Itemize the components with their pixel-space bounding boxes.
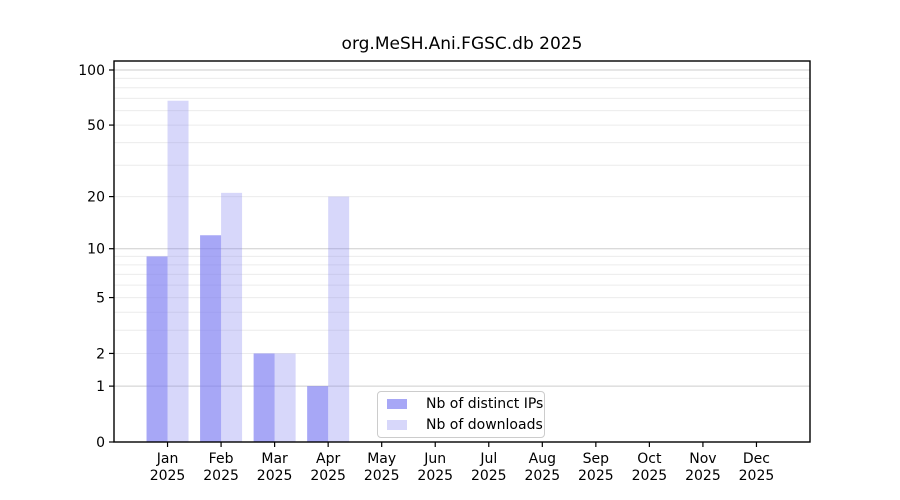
bar-downloads-feb: [221, 192, 243, 442]
x-tick-label-month: May: [367, 451, 396, 467]
bar-distinct-ips-jan: [146, 256, 168, 442]
x-tick-label-month: Feb: [209, 451, 234, 467]
y-tick-label: 10: [87, 242, 105, 258]
chart-title: org.MeSH.Ani.FGSC.db 2025: [341, 34, 583, 54]
y-tick-label: 50: [87, 118, 105, 134]
x-tick-label-year: 2025: [150, 468, 186, 484]
y-tick-label: 5: [96, 291, 105, 307]
x-tick-label-year: 2025: [203, 468, 239, 484]
bar-downloads-jan: [167, 100, 189, 442]
legend: Nb of distinct IPs Nb of downloads: [377, 391, 545, 438]
x-tick-label-year: 2025: [471, 468, 507, 484]
legend-label-downloads: Nb of downloads: [426, 416, 543, 433]
bar-downloads-apr: [328, 196, 350, 442]
x-tick-label-year: 2025: [257, 468, 293, 484]
x-tick-label-month: Jun: [423, 451, 446, 467]
x-tick-label-year: 2025: [578, 468, 614, 484]
y-tick-label: 20: [87, 190, 105, 206]
x-tick-label-year: 2025: [417, 468, 453, 484]
y-tick-label: 2: [96, 346, 105, 362]
axis-frame: [113, 60, 811, 443]
x-tick-label-month: Mar: [261, 451, 288, 467]
x-tick-label-year: 2025: [364, 468, 400, 484]
y-tick-label: 0: [96, 435, 105, 451]
x-tick-label-month: Sep: [583, 451, 610, 467]
x-tick-label-month: Aug: [529, 451, 556, 467]
legend-swatch-downloads: [387, 419, 407, 430]
x-tick-label-month: Apr: [316, 451, 340, 467]
y-tick-label: 100: [78, 63, 105, 79]
x-tick-label-month: Nov: [689, 451, 716, 467]
x-tick-label-month: Oct: [637, 451, 662, 467]
x-tick-label-month: Jan: [156, 451, 179, 467]
x-tick-label-month: Jul: [479, 451, 497, 467]
x-tick-label-year: 2025: [685, 468, 721, 484]
x-tick-label-year: 2025: [310, 468, 346, 484]
legend-swatch-distinct-ips: [387, 399, 407, 410]
bar-distinct-ips-feb: [200, 235, 222, 442]
x-tick-label-year: 2025: [739, 468, 775, 484]
bar-distinct-ips-apr: [307, 386, 329, 442]
bar-downloads-mar: [274, 353, 296, 442]
legend-label-distinct-ips: Nb of distinct IPs: [426, 395, 544, 412]
x-tick-label-year: 2025: [632, 468, 668, 484]
x-tick-label-year: 2025: [524, 468, 560, 484]
y-tick-label: 1: [96, 379, 105, 395]
bar-distinct-ips-mar: [253, 353, 275, 442]
legend-item-distinct-ips: Nb of distinct IPs: [387, 396, 543, 413]
legend-item-downloads: Nb of downloads: [387, 417, 543, 434]
x-tick-label-month: Dec: [743, 451, 770, 467]
